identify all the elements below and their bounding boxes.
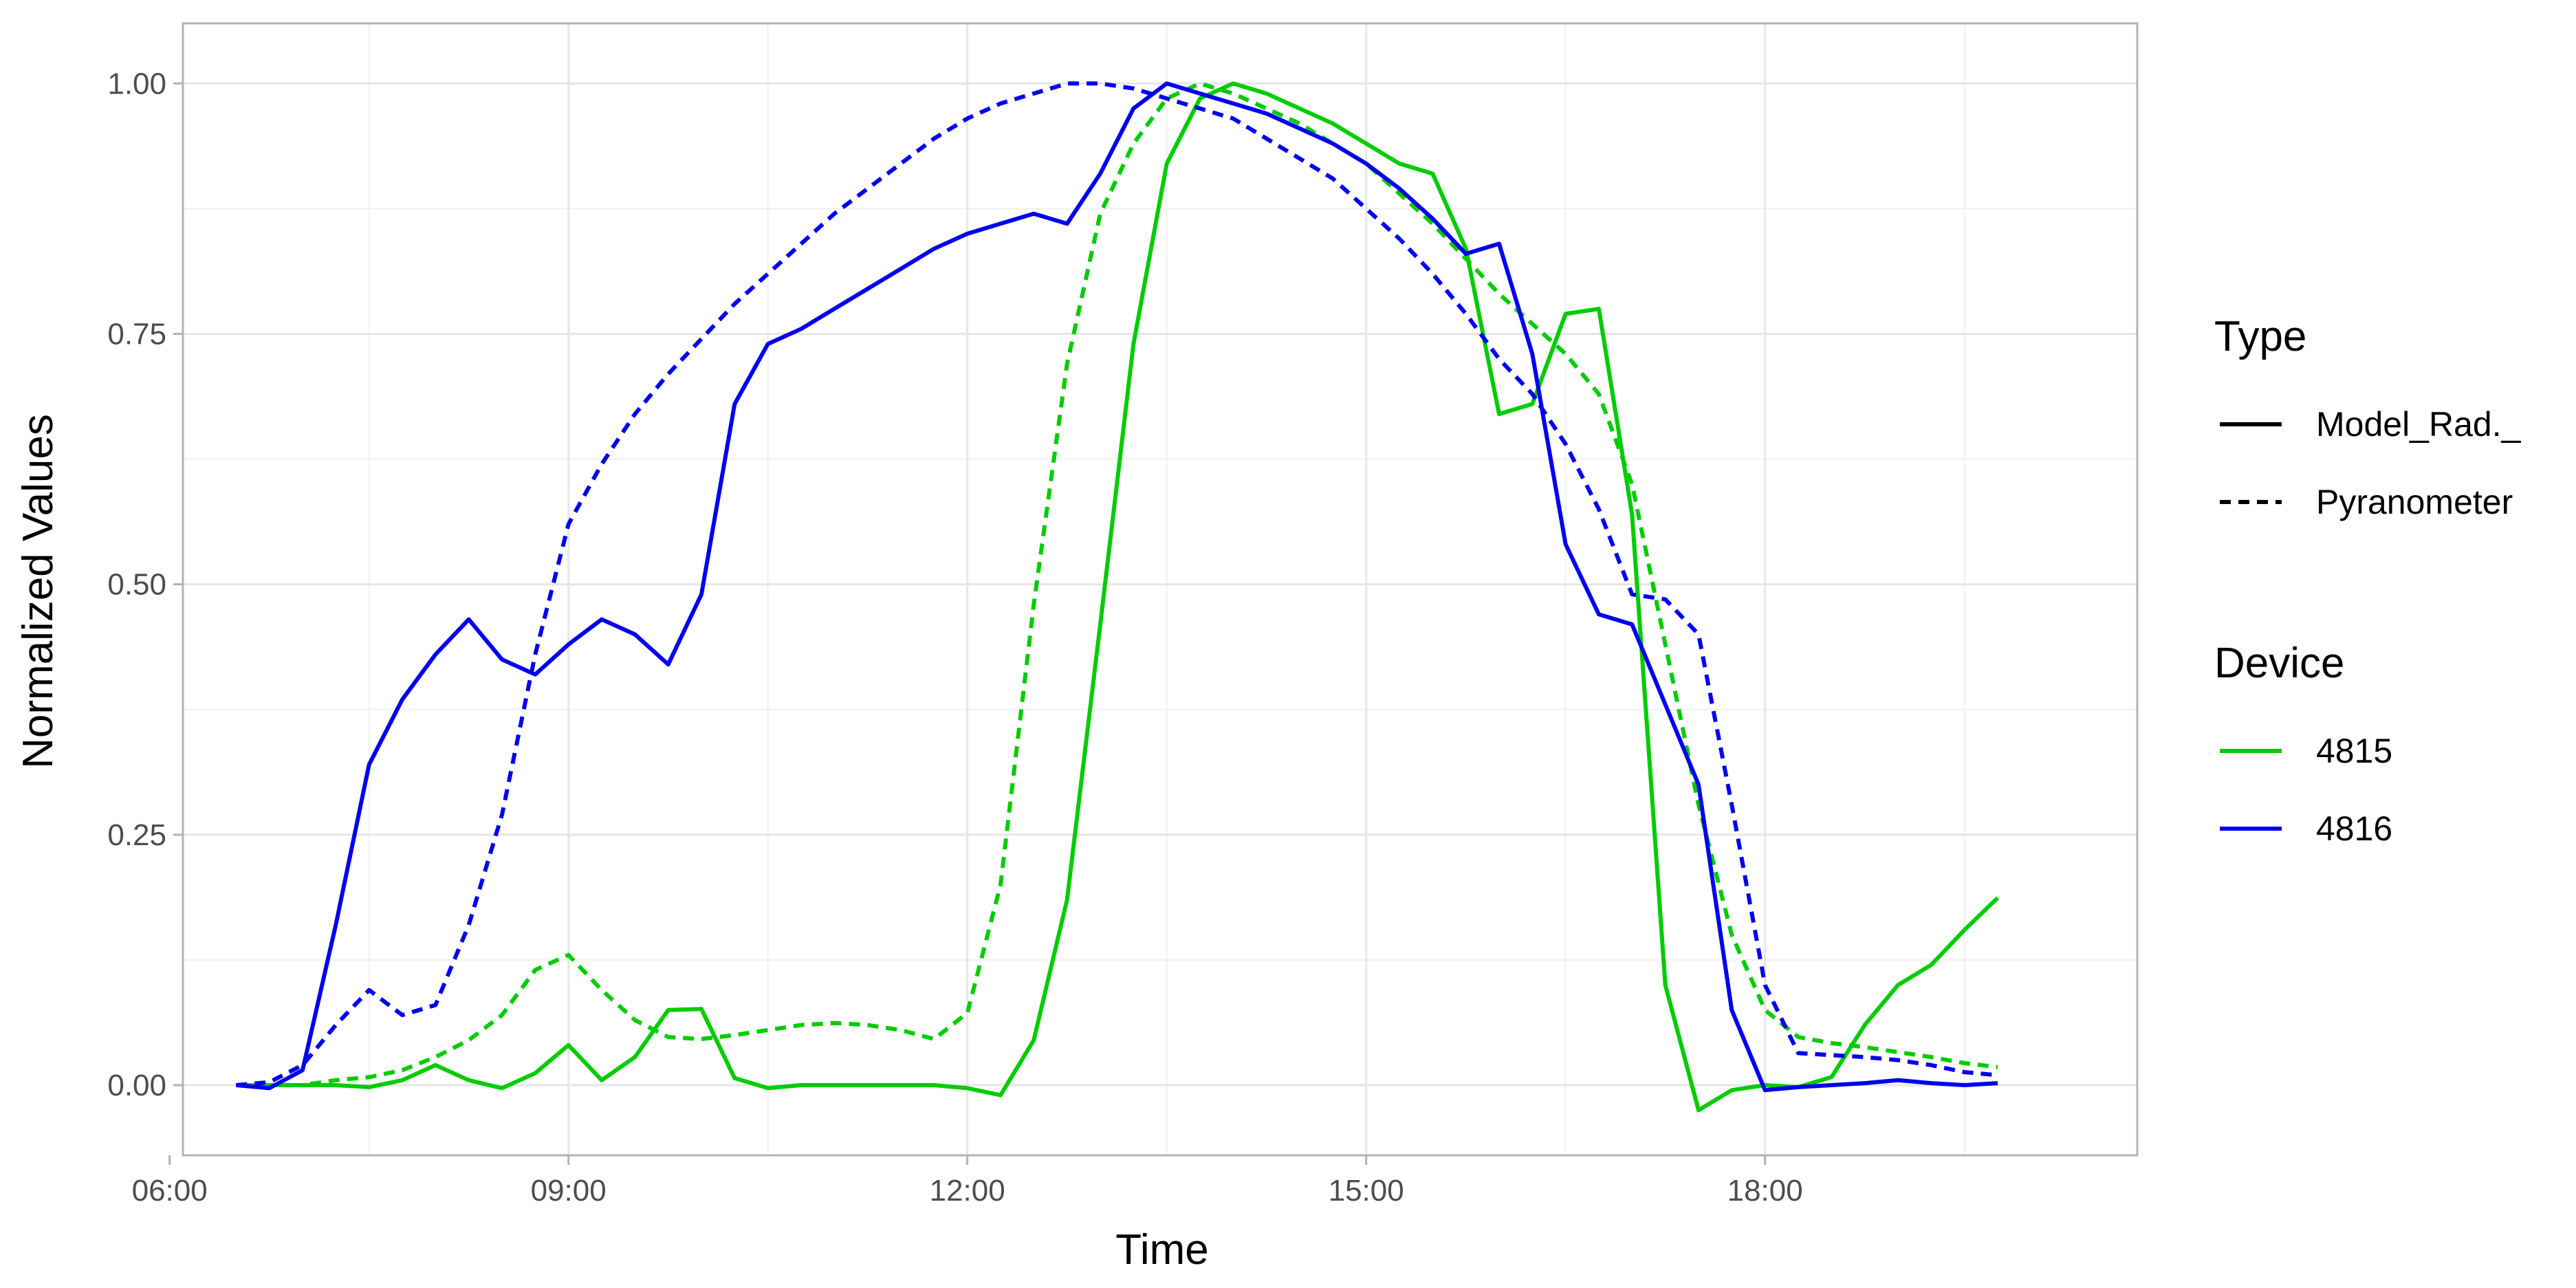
y-tick-label: 1.00: [107, 67, 166, 100]
legend-device-title: Device: [2214, 640, 2345, 687]
x-axis-ticks: 06:00 09:00 12:00 15:00 18:00: [132, 1155, 1803, 1208]
x-tick-label: 12:00: [930, 1174, 1005, 1208]
y-tick-label: 0.00: [107, 1069, 166, 1102]
legend-entry-pyranometer: Pyranometer: [2220, 483, 2513, 521]
x-tick-label: 15:00: [1329, 1174, 1404, 1208]
legend-label-4816: 4816: [2316, 809, 2392, 848]
legend-entry-4815: 4815: [2220, 732, 2392, 770]
legend-type: Type Model_Rad._ Pyranometer: [2214, 313, 2522, 521]
x-tick-label: 06:00: [132, 1174, 208, 1208]
minor-gridlines: [183, 23, 2137, 1155]
series-lines: [236, 81, 2000, 1113]
y-tick-label: 0.50: [107, 568, 166, 602]
x-axis-title: Time: [1115, 1226, 1208, 1274]
legend-entry-model-rad: Model_Rad._: [2220, 405, 2522, 444]
y-axis-title: Normalized Values: [14, 414, 62, 769]
legend-label-pyranometer: Pyranometer: [2316, 483, 2513, 521]
series-line-4816-pyranometer: [236, 81, 1998, 1087]
legend-device: Device 4815 4816: [2214, 640, 2392, 848]
y-tick-label: 0.25: [107, 818, 166, 852]
legend-entry-4816: 4816: [2220, 809, 2392, 848]
series-line-4815-model-rad: [236, 81, 2000, 1113]
x-tick-label: 09:00: [531, 1174, 607, 1208]
plot-panel: [183, 23, 2137, 1155]
y-axis-ticks: 0.00 0.25 0.50 0.75 1.00: [107, 67, 183, 1102]
plot-border: [182, 22, 2139, 1157]
legend-type-title: Type: [2214, 313, 2306, 360]
x-tick-label: 18:00: [1727, 1174, 1803, 1208]
y-tick-label: 0.75: [107, 318, 166, 351]
legend-label-model-rad: Model_Rad._: [2316, 405, 2522, 444]
legend-label-4815: 4815: [2316, 732, 2392, 770]
